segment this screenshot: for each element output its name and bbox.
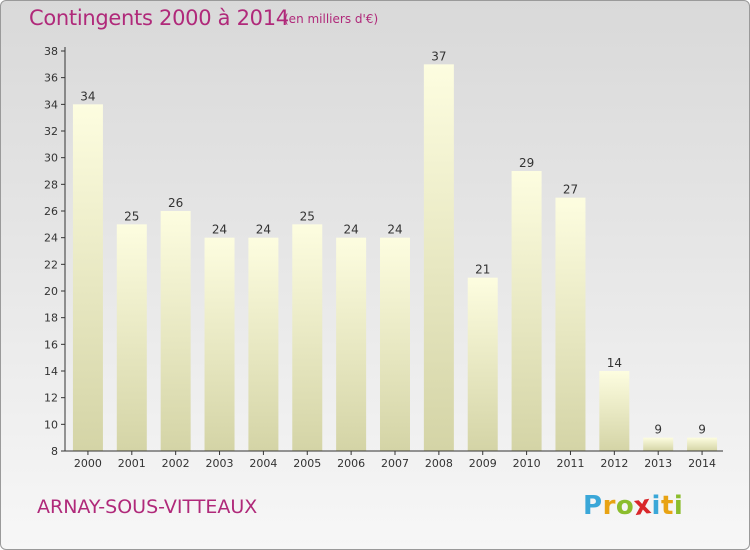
x-tick-label-2013: 2013 xyxy=(644,457,672,470)
y-tick-label-14: 14 xyxy=(44,365,58,378)
x-tick-label-2000: 2000 xyxy=(74,457,102,470)
bar-2007 xyxy=(380,237,410,451)
value-label-2007: 24 xyxy=(387,223,402,237)
bar-2002 xyxy=(160,211,191,451)
y-tick-label-36: 36 xyxy=(44,72,58,85)
y-tick-label-26: 26 xyxy=(44,205,58,218)
bar-2010 xyxy=(511,171,542,451)
x-tick-label-2009: 2009 xyxy=(469,457,497,470)
chart-subtitle: (en milliers d'€) xyxy=(284,12,379,26)
x-tick-label-2006: 2006 xyxy=(337,457,365,470)
logo-letter: x xyxy=(632,489,654,523)
bar-2011 xyxy=(555,197,586,451)
bar-2009 xyxy=(467,277,498,451)
place-name: ARNAY-SOUS-VITTEAUX xyxy=(37,496,258,518)
value-label-2005: 25 xyxy=(300,209,315,223)
x-tick-label-2005: 2005 xyxy=(293,457,321,470)
value-label-2010: 29 xyxy=(519,156,534,170)
value-label-2006: 24 xyxy=(343,223,358,237)
y-tick-label-18: 18 xyxy=(44,312,58,325)
y-tick-label-8: 8 xyxy=(51,445,58,458)
value-label-2001: 25 xyxy=(124,209,139,223)
y-tick-label-28: 28 xyxy=(44,178,58,191)
value-label-2009: 21 xyxy=(475,263,490,277)
x-tick-label-2008: 2008 xyxy=(425,457,453,470)
logo-letter: t xyxy=(660,491,674,521)
bar-2001 xyxy=(116,224,147,451)
x-tick-label-2001: 2001 xyxy=(118,457,146,470)
x-tick-label-2011: 2011 xyxy=(556,457,584,470)
logo-letter: o xyxy=(615,491,635,521)
y-tick-label-32: 32 xyxy=(44,125,58,138)
x-tick-label-2004: 2004 xyxy=(249,457,277,470)
x-tick-label-2014: 2014 xyxy=(688,457,716,470)
value-label-2000: 34 xyxy=(80,89,95,103)
logo-letter: i xyxy=(673,491,684,521)
logo-letter: r xyxy=(602,491,616,521)
chart-title: Contingents 2000 à 2014 xyxy=(29,6,289,30)
x-tick-label-2003: 2003 xyxy=(206,457,234,470)
x-tick-label-2010: 2010 xyxy=(513,457,541,470)
value-label-2012: 14 xyxy=(607,356,622,370)
bar-2013 xyxy=(643,437,674,451)
bar-2004 xyxy=(248,237,279,451)
bar-2008 xyxy=(423,64,454,452)
bar-2014 xyxy=(687,437,718,451)
y-tick-label-30: 30 xyxy=(44,152,58,165)
bar-2006 xyxy=(336,237,367,451)
value-label-2014: 9 xyxy=(698,423,706,437)
value-label-2008: 37 xyxy=(431,49,446,63)
y-tick-label-24: 24 xyxy=(44,232,58,245)
y-tick-label-38: 38 xyxy=(44,45,58,58)
x-tick-label-2012: 2012 xyxy=(600,457,628,470)
value-label-2003: 24 xyxy=(212,223,227,237)
value-label-2002: 26 xyxy=(168,196,183,210)
logo-letter: i xyxy=(651,491,661,521)
value-label-2013: 9 xyxy=(654,423,662,437)
bar-2000 xyxy=(72,104,103,451)
value-label-2004: 24 xyxy=(256,223,271,237)
x-tick-label-2007: 2007 xyxy=(381,457,409,470)
x-tick-label-2002: 2002 xyxy=(162,457,190,470)
y-tick-label-16: 16 xyxy=(44,338,58,351)
y-tick-label-34: 34 xyxy=(44,98,58,111)
proxiti-logo: Proxiti xyxy=(583,489,684,523)
y-tick-label-10: 10 xyxy=(44,418,58,431)
bar-2012 xyxy=(599,371,630,451)
y-tick-label-20: 20 xyxy=(44,285,58,298)
y-tick-label-12: 12 xyxy=(44,392,58,405)
value-label-2011: 27 xyxy=(563,183,578,197)
logo-letter: P xyxy=(583,491,603,521)
bar-2003 xyxy=(204,237,235,451)
bar-2005 xyxy=(292,224,323,451)
y-tick-label-22: 22 xyxy=(44,258,58,271)
